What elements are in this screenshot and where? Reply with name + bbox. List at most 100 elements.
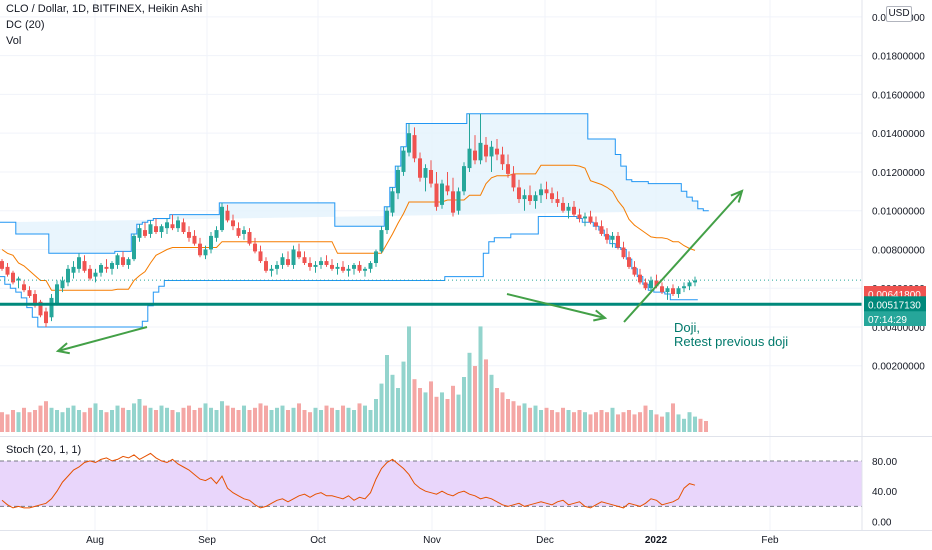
candle-body[interactable] (418, 158, 422, 178)
candle-body[interactable] (16, 278, 21, 281)
candle-body[interactable] (588, 216, 593, 223)
candle-body[interactable] (236, 228, 241, 236)
candle-body[interactable] (434, 183, 439, 207)
candle-body[interactable] (654, 280, 659, 287)
candle-body[interactable] (682, 286, 686, 289)
candle-body[interactable] (627, 257, 631, 267)
candle-body[interactable] (209, 235, 213, 250)
candle-body[interactable] (170, 224, 175, 229)
candle-body[interactable] (599, 226, 604, 234)
candle-body[interactable] (396, 170, 400, 194)
candle-body[interactable] (176, 220, 180, 229)
candle-body[interactable] (616, 235, 620, 248)
candle-body[interactable] (412, 135, 417, 159)
candle-body[interactable] (451, 191, 455, 213)
candle-body[interactable] (324, 261, 329, 265)
candle-body[interactable] (341, 266, 345, 271)
indicator-dc-label[interactable]: DC (20) (6, 19, 45, 31)
candle-body[interactable] (522, 195, 527, 200)
candle-body[interactable] (225, 210, 230, 221)
candle-body[interactable] (467, 148, 472, 169)
price-axis[interactable]: 0.002000000.004000000.006000000.00800000… (0, 0, 932, 531)
candle-body[interactable] (550, 193, 554, 200)
candle-body[interactable] (363, 268, 367, 271)
candle-body[interactable] (495, 148, 499, 155)
candle-body[interactable] (247, 232, 252, 244)
candle-body[interactable] (610, 235, 615, 240)
candle-body[interactable] (643, 282, 648, 289)
candle-body[interactable] (357, 264, 362, 271)
candle-body[interactable] (319, 261, 323, 265)
candle-body[interactable] (676, 288, 681, 295)
candle-body[interactable] (214, 230, 219, 238)
candle-body[interactable] (198, 243, 202, 256)
candle-body[interactable] (104, 266, 109, 269)
candle-body[interactable] (110, 263, 114, 269)
candle-body[interactable] (181, 222, 186, 233)
candle-body[interactable] (313, 264, 318, 267)
candle-body[interactable] (555, 199, 560, 203)
candle-body[interactable] (159, 226, 164, 233)
candle-body[interactable] (390, 191, 395, 213)
candle-body[interactable] (660, 286, 664, 293)
candle-body[interactable] (649, 280, 653, 289)
candle-body[interactable] (137, 228, 142, 238)
candle-body[interactable] (253, 243, 257, 252)
candle-body[interactable] (27, 290, 32, 296)
indicator-vol-label[interactable]: Vol (6, 35, 22, 47)
candle-body[interactable] (489, 146, 494, 157)
candle-body[interactable] (687, 282, 692, 287)
candle-body[interactable] (572, 206, 576, 215)
candle-body[interactable] (445, 185, 450, 192)
candle-body[interactable] (44, 311, 48, 324)
candle-body[interactable] (528, 195, 532, 202)
candle-body[interactable] (82, 261, 87, 271)
candle-body[interactable] (429, 170, 433, 184)
candle-body[interactable] (49, 297, 54, 318)
candle-body[interactable] (258, 251, 263, 262)
candle-body[interactable] (66, 268, 70, 283)
candle-body[interactable] (291, 249, 296, 265)
arrows[interactable] (55, 189, 744, 355)
candle-body[interactable] (5, 266, 10, 275)
candle-body[interactable] (517, 187, 521, 200)
candle-body[interactable] (192, 235, 197, 244)
candle-body[interactable] (407, 133, 411, 153)
candle-body[interactable] (462, 166, 466, 192)
candle-body[interactable] (77, 257, 81, 269)
candle-body[interactable] (264, 261, 268, 271)
candle-body[interactable] (385, 210, 389, 231)
candle-body[interactable] (577, 214, 582, 219)
candle-body[interactable] (269, 268, 274, 271)
candle-body[interactable] (544, 189, 549, 194)
candle-body[interactable] (231, 220, 235, 227)
candle-body[interactable] (583, 216, 587, 219)
candle-body[interactable] (55, 284, 59, 304)
arrow-target-up[interactable] (623, 189, 744, 323)
candle-body[interactable] (242, 230, 246, 234)
time-axis[interactable]: Aug Sep Oct Nov Dec 2022 Feb (86, 535, 779, 546)
candle-body[interactable] (368, 263, 373, 269)
candle-body[interactable] (220, 206, 224, 231)
candle-body[interactable] (88, 268, 92, 279)
candle-body[interactable] (0, 261, 4, 269)
candle-body[interactable] (478, 142, 483, 161)
candle-body[interactable] (632, 266, 637, 275)
candle-body[interactable] (506, 164, 510, 174)
candle-body[interactable] (38, 301, 43, 316)
candle-body[interactable] (440, 183, 444, 205)
candle-body[interactable] (379, 230, 384, 252)
candle-body[interactable] (280, 257, 285, 265)
candle-body[interactable] (203, 249, 208, 256)
candle-body[interactable] (335, 266, 340, 269)
candle-body[interactable] (374, 251, 378, 264)
candle-body[interactable] (693, 280, 697, 283)
candle-body[interactable] (500, 154, 505, 165)
indicator-stoch-label[interactable]: Stoch (20, 1, 1) (6, 444, 82, 456)
candlesticks[interactable] (0, 113, 862, 327)
candle-body[interactable] (401, 150, 406, 172)
candle-body[interactable] (275, 264, 279, 269)
candle-body[interactable] (71, 266, 76, 273)
candle-body[interactable] (346, 268, 351, 271)
